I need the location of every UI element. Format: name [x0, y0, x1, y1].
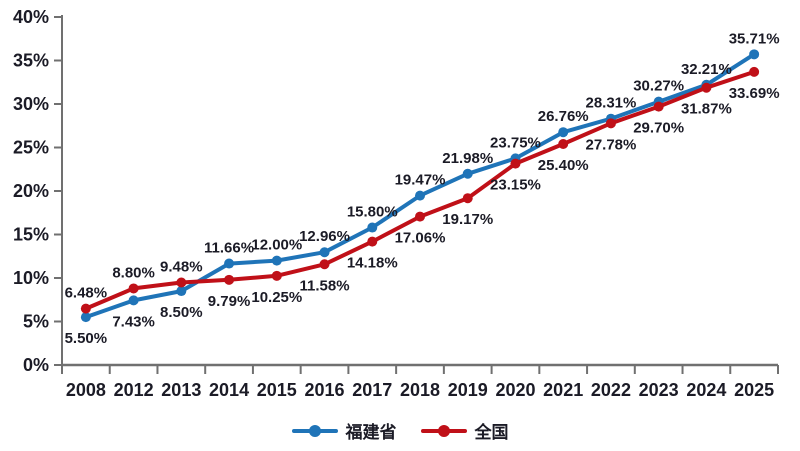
x-tick-label: 2021 [543, 380, 583, 400]
y-tick-label: 20% [13, 181, 49, 201]
x-tick-label: 2020 [495, 380, 535, 400]
data-point-marker [510, 158, 521, 169]
data-label: 27.78% [585, 136, 636, 153]
data-point-marker [176, 286, 187, 297]
legend-label-national: 全国 [474, 423, 509, 442]
x-tick-label: 2013 [161, 380, 201, 400]
y-tick-label: 25% [13, 138, 49, 158]
data-label: 8.50% [160, 304, 203, 321]
data-label: 9.79% [208, 293, 251, 310]
legend-item-fujian: 福建省 [291, 418, 397, 443]
data-point-marker [128, 283, 139, 294]
data-label: 6.48% [65, 285, 108, 302]
x-tick-label: 2023 [639, 380, 679, 400]
data-label: 15.80% [347, 204, 398, 221]
x-tick-label: 2016 [305, 380, 345, 400]
y-tick-label: 15% [13, 225, 49, 245]
data-point-marker [462, 193, 473, 204]
data-label: 23.75% [490, 134, 541, 151]
x-tick-label: 2024 [686, 380, 726, 400]
data-label: 12.00% [251, 237, 302, 254]
chart-legend: 福建省 全国 [0, 418, 800, 443]
data-point-marker [271, 270, 282, 281]
x-tick-label: 2014 [209, 380, 249, 400]
data-label: 28.31% [585, 95, 636, 112]
data-label: 23.15% [490, 177, 541, 194]
data-point-marker [462, 168, 473, 179]
data-label: 7.43% [112, 313, 155, 330]
series-fujian: 5.50%7.43% 8.50% 11.66%12.00%12.96% 15.80% 1… [65, 30, 780, 347]
data-label: 8.80% [112, 264, 155, 281]
data-point-marker [319, 259, 330, 270]
x-tick-label: 2008 [66, 380, 106, 400]
data-label: 11.58% [300, 277, 350, 294]
series-national: 6.48%8.80% 9.48% 9.79% 10.25%11.58% 14.18% 17… [65, 66, 780, 314]
data-point-marker [367, 236, 378, 247]
y-tick-label: 35% [13, 51, 49, 71]
data-point-marker [80, 312, 91, 323]
data-label: 14.18% [347, 255, 398, 272]
data-label: 32.21% [681, 61, 732, 78]
x-tick-label: 2017 [352, 380, 392, 400]
data-label: 31.87% [681, 101, 732, 118]
data-label: 19.47% [395, 172, 446, 189]
y-tick-label: 10% [13, 268, 49, 288]
x-tick-label: 2018 [400, 380, 440, 400]
data-point-marker [605, 118, 616, 129]
data-label: 17.06% [395, 230, 446, 247]
legend-item-national: 全国 [420, 418, 509, 443]
data-point-marker [271, 255, 282, 266]
y-tick-label: 30% [13, 94, 49, 114]
data-point-marker [749, 49, 760, 60]
data-label: 19.17% [442, 211, 493, 228]
data-label: 12.96% [299, 228, 350, 245]
y-tick-label: 5% [23, 312, 49, 332]
data-point-marker [367, 222, 378, 233]
data-point-marker [128, 295, 139, 306]
legend-label-fujian: 福建省 [345, 423, 397, 442]
x-tick-label: 2025 [734, 380, 774, 400]
data-label: 26.76% [538, 108, 589, 125]
line-chart: 0% 5% 10% 15% 20% 25% 30% 35% 40% 2008 2012 2013 201… [13, 7, 780, 400]
data-point-marker [701, 82, 712, 93]
data-point-marker [749, 66, 760, 77]
legend-line-marker-national-icon [420, 424, 467, 437]
data-label: 33.69% [729, 85, 780, 102]
data-point-marker [319, 247, 330, 258]
data-label: 35.71% [729, 30, 780, 47]
data-label: 21.98% [442, 150, 493, 167]
data-label: 25.40% [538, 157, 589, 174]
data-point-marker [176, 277, 187, 288]
axes: 0% 5% 10% 15% 20% 25% 30% 35% 40% 2008 2012 2013 201… [13, 7, 779, 400]
x-tick-label: 2022 [591, 380, 631, 400]
data-label: 11.66% [204, 240, 254, 257]
data-point-marker [415, 190, 425, 201]
data-point-marker [558, 139, 569, 150]
data-point-marker [224, 274, 235, 285]
x-tick-label: 2019 [448, 380, 488, 400]
data-point-marker [80, 303, 91, 314]
legend-line-marker-fujian-icon [291, 424, 338, 437]
data-label: 30.27% [633, 78, 684, 95]
data-label: 9.48% [160, 259, 203, 276]
data-point-marker [415, 211, 425, 222]
data-label: 10.25% [251, 289, 302, 306]
x-tick-label: 2015 [257, 380, 297, 400]
x-tick-label: 2012 [114, 380, 154, 400]
y-tick-label: 0% [23, 355, 49, 375]
data-point-marker [224, 258, 235, 269]
data-point-marker [653, 101, 664, 112]
data-point-marker [558, 127, 569, 138]
data-label: 29.70% [633, 120, 684, 137]
data-label: 5.50% [65, 330, 108, 347]
y-tick-label: 40% [13, 7, 49, 27]
